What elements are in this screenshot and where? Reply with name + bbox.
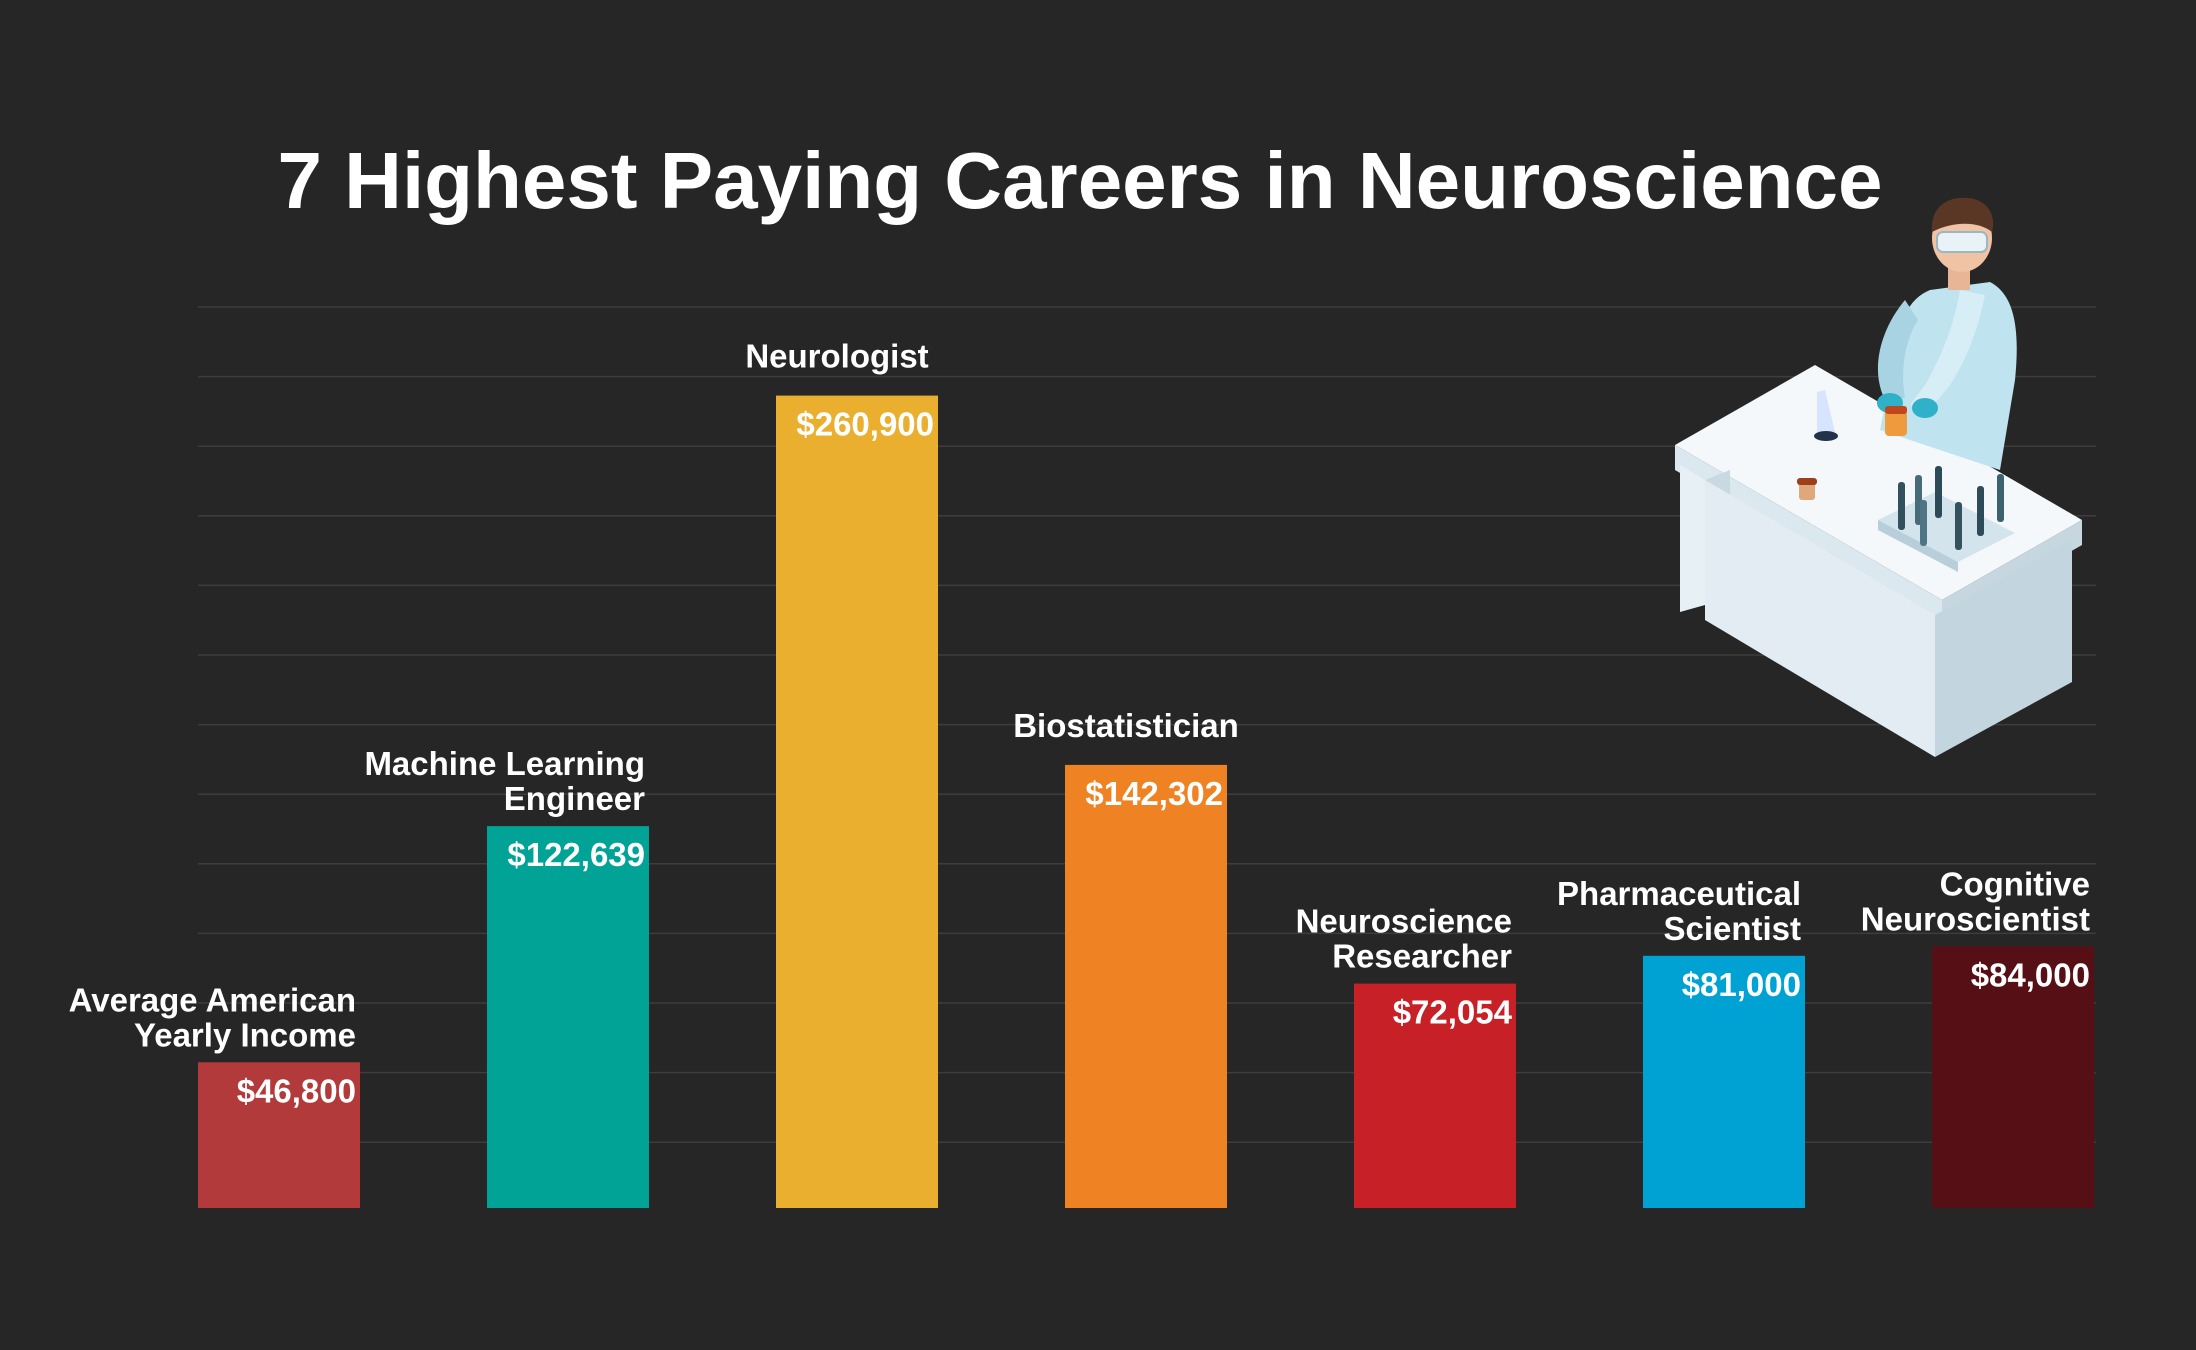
desk-left-leg [1680,465,1705,612]
bar [1932,946,2094,1208]
bars [198,395,2094,1209]
bar [198,1062,360,1208]
value-label: $46,800 [237,1072,356,1109]
bar [487,826,649,1208]
scientist-left-arm [1877,300,1918,400]
bar [1065,764,1227,1208]
category-label: Neurologist [745,338,928,375]
chart-title: 7 Highest Paying Careers in Neuroscience [277,136,1882,225]
category-label-line: Researcher [1332,938,1512,975]
bench-jar-lid [1885,406,1907,414]
category-label: Biostatistician [1013,707,1239,744]
category-label-line: Average American [69,981,356,1018]
bench-container-lid [1797,478,1817,485]
category-label-line: Yearly Income [134,1016,356,1053]
value-labels: $46,800 $122,639 $260,900 $142,302 $72,054 $8… [237,406,2090,1110]
category-label: Average American Yearly Income [69,981,356,1053]
category-label-line: Biostatistician [1013,707,1239,744]
bar [1643,955,1805,1208]
bar [776,395,938,1209]
test-tubes [1898,466,2004,550]
category-labels: Average American Yearly Income Machine Lea… [69,338,2090,1054]
value-label: $72,054 [1393,994,1513,1031]
category-label-line: Engineer [504,780,645,817]
category-label-line: Neurologist [745,338,928,375]
scientist-illustration-icon [1675,197,2082,757]
scientist-right-arm [1910,290,1985,412]
bar [1354,983,1516,1208]
bench-instrument [1817,390,1835,436]
category-label-line: Machine Learning [364,745,645,782]
category-label-line: Cognitive [1940,865,2090,902]
scientist-right-glove [1912,398,1938,418]
value-label: $84,000 [1971,956,2090,993]
category-label-line: Neuroscientist [1861,900,2090,937]
test-tube-rack [1878,492,2015,562]
bench-jar [1885,410,1907,436]
desk-cabinet-front [1705,480,1935,757]
value-label: $122,639 [507,836,645,873]
category-label-line: Pharmaceutical [1557,875,1801,912]
category-label: Neuroscience Researcher [1296,903,1513,975]
test-tube-rack-front [1878,520,1958,572]
desk-cabinet-side [1935,540,2072,757]
bench-container [1799,482,1815,500]
value-label: $142,302 [1085,775,1223,812]
bench-instrument-base [1814,431,1838,441]
category-label-line: Scientist [1663,910,1801,947]
category-label: Cognitive Neuroscientist [1861,865,2090,937]
scientist-hair [1931,197,1994,232]
value-label: $81,000 [1682,966,1801,1003]
category-label: Pharmaceutical Scientist [1557,875,1801,947]
scientist-goggles [1936,231,1988,253]
category-label: Machine Learning Engineer [364,745,645,817]
category-label-line: Neuroscience [1296,903,1512,940]
value-label: $260,900 [796,406,934,443]
